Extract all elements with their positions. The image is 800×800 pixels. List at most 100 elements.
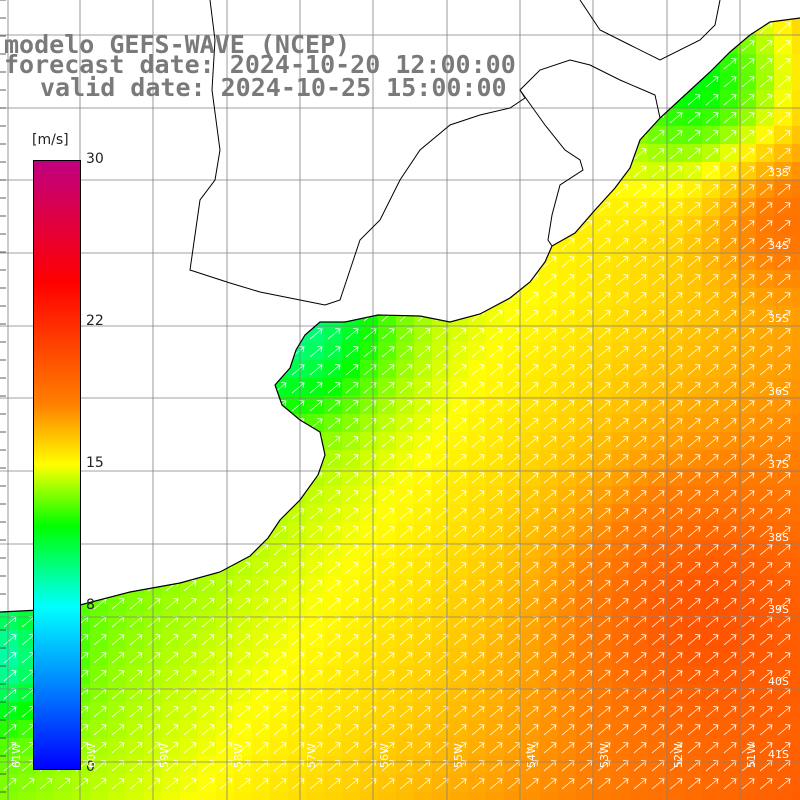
wind-speed-cell [198,306,217,325]
wind-speed-cell [270,144,289,163]
wind-speed-cell [486,666,505,685]
wind-arrow [669,508,683,520]
wind-speed-cell [108,378,127,397]
wind-speed-cell [198,234,217,253]
wind-arrow [3,94,17,106]
wind-arrow [21,94,35,106]
wind-speed-cell [324,414,343,433]
wind-speed-cell [558,774,577,793]
wind-speed-cell [522,576,541,595]
wind-arrow [453,130,467,142]
wind-speed-cell [522,396,541,415]
wind-speed-cell [756,288,775,307]
wind-speed-cell [108,396,127,415]
wind-speed-cell [126,324,145,343]
wind-arrow [525,364,539,376]
wind-speed-cell [756,18,775,37]
wind-arrow [741,634,755,646]
wind-arrow [255,742,269,754]
wind-speed-cell [252,432,271,451]
wind-speed-cell [774,18,793,19]
wind-arrow [255,166,269,178]
wind-speed-cell [288,576,307,595]
wind-arrow [417,742,431,754]
wind-speed-cell [594,216,613,235]
wind-arrow [759,580,773,592]
wind-arrow [255,670,269,682]
wind-arrow [669,148,683,160]
wind-speed-cell [378,378,397,397]
wind-speed-cell [612,270,631,289]
wind-arrow [183,670,197,682]
wind-speed-cell [288,540,307,559]
wind-arrow [309,202,323,214]
wind-speed-cell [270,126,289,145]
wind-speed-cell [432,432,451,451]
wind-speed-cell [360,774,379,793]
wind-speed-cell [756,360,775,379]
wind-speed-cell [738,360,757,379]
wind-arrow [327,778,341,790]
wind-arrow [705,652,719,664]
wind-speed-cell [0,648,19,667]
wind-arrow [453,436,467,448]
wind-arrow [309,364,323,376]
wind-speed-cell [522,18,541,19]
wind-arrow [3,670,17,682]
wind-arrow [327,454,341,466]
wind-speed-cell [324,126,343,145]
wind-arrow [76,5,88,16]
wind-speed-cell [90,792,109,800]
wind-arrow [616,5,628,16]
wind-arrow [3,382,17,394]
wind-speed-cell [216,540,235,559]
wind-speed-cell [198,666,217,685]
wind-speed-cell [396,342,415,361]
wind-arrow [309,544,323,556]
wind-arrow [3,706,17,718]
wind-arrow [543,400,557,412]
wind-speed-cell [774,180,793,199]
wind-speed-cell [684,630,703,649]
wind-speed-cell [162,792,181,800]
wind-arrow [777,724,791,736]
wind-arrow [579,490,593,502]
wind-arrow [741,346,755,358]
wind-speed-cell [126,540,145,559]
wind-speed-cell [414,18,433,19]
wind-speed-cell [702,234,721,253]
wind-arrow [327,634,341,646]
wind-arrow [147,148,161,160]
wind-speed-cell [396,144,415,163]
wind-arrow [543,436,557,448]
wind-speed-cell [792,360,800,379]
wind-speed-cell [684,486,703,505]
wind-arrow [669,778,683,790]
wind-speed-cell [288,378,307,397]
wind-speed-cell [414,234,433,253]
wind-arrow [165,184,179,196]
wind-speed-cell [774,576,793,595]
wind-speed-cell [90,666,109,685]
wind-arrow [759,94,773,106]
wind-arrow [741,400,755,412]
wind-arrow [165,454,179,466]
wind-speed-cell [378,540,397,559]
wind-speed-cell [774,198,793,217]
wind-arrow [489,256,503,268]
wind-arrow [525,418,539,430]
wind-speed-cell [576,450,595,469]
wind-speed-cell [162,540,181,559]
wind-arrow [561,292,575,304]
wind-speed-cell [450,630,469,649]
wind-arrow [471,166,485,178]
wind-speed-cell [252,756,271,775]
wind-arrow [363,256,377,268]
wind-speed-cell [720,198,739,217]
wind-arrow [291,652,305,664]
wind-speed-cell [630,234,649,253]
wind-speed-cell [630,792,649,800]
wind-speed-cell [648,414,667,433]
wind-speed-cell [252,108,271,127]
wind-arrow [345,508,359,520]
